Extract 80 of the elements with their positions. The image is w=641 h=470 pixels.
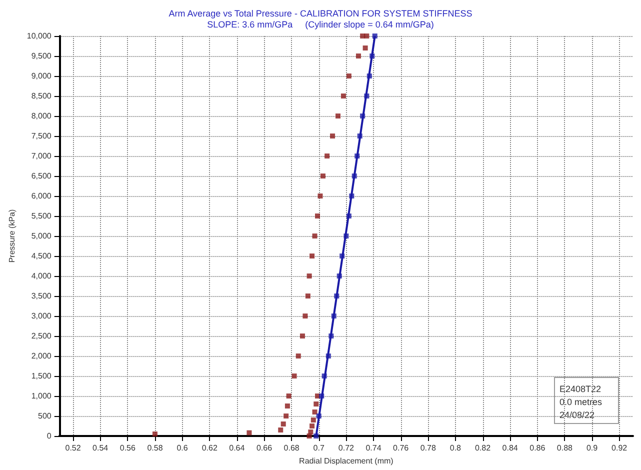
point	[330, 134, 336, 138]
x-tick-label: 0.92	[612, 444, 628, 452]
point	[286, 394, 292, 398]
y-tick-label: 2,000	[31, 352, 52, 360]
y-tick-label: 1,500	[31, 372, 52, 380]
x-tick-label: 0.64	[229, 444, 246, 452]
x-tick-label: 0.74	[366, 444, 382, 452]
point	[305, 294, 310, 298]
point	[364, 34, 370, 38]
point	[310, 418, 316, 422]
point	[310, 254, 315, 258]
y-tick-label: 7,000	[31, 152, 52, 160]
y-tick-label: 10,000	[26, 32, 52, 40]
x-axis-title: Radial Displacement (mm)	[299, 456, 394, 466]
x-tick-label: 0.78	[420, 444, 436, 452]
point	[284, 414, 289, 418]
y-tick-label: 500	[38, 412, 52, 420]
x-tick-label: 0.52	[65, 444, 82, 452]
chart-subtitle: SLOPE: 3.6 mm/GPa (Cylinder slope = 0.64 mm/GPa)	[207, 20, 434, 30]
annotation: 0.0 metres	[560, 397, 603, 407]
point	[312, 234, 318, 238]
x-tick-label: 0.68	[284, 444, 300, 452]
y-tick-label: 4,000	[31, 272, 52, 280]
point	[320, 174, 326, 178]
point	[300, 334, 305, 338]
point	[318, 194, 323, 198]
point	[310, 424, 315, 428]
x-tick-label: 0.82	[474, 444, 492, 452]
y-tick-label: 6,000	[31, 192, 52, 200]
x-tick-label: 0.66	[256, 444, 273, 452]
point	[314, 402, 319, 406]
chart-title: Arm Average vs Total Pressure - CALIBRATION FOR SYSTEM STIFFNESS	[168, 8, 472, 18]
y-tick-label: 3,500	[31, 292, 52, 300]
point	[306, 274, 312, 278]
x-tick-label: 0.7	[313, 444, 325, 452]
annotation: E2408T22	[560, 384, 602, 394]
x-tick-label: 0.9	[586, 444, 598, 452]
point	[284, 404, 290, 408]
x-tick-label: 0.76	[393, 444, 410, 452]
x-tick-label: 0.56	[120, 444, 136, 452]
point	[340, 94, 346, 98]
point	[302, 314, 308, 318]
point	[278, 428, 284, 432]
x-tick-label: 0.86	[530, 444, 546, 452]
point	[356, 54, 361, 58]
y-tick-label: 5,500	[31, 212, 52, 220]
point	[246, 430, 252, 436]
y-tick-label: 6,500	[31, 172, 52, 180]
y-tick-label: 5,000	[31, 232, 52, 240]
point	[324, 154, 330, 158]
x-tick-label: 0.58	[147, 444, 164, 452]
y-tick-label: 7,500	[31, 132, 52, 140]
annotation: 24/08/22	[560, 410, 595, 420]
x-tick-label: 0.84	[502, 444, 518, 452]
point	[296, 354, 301, 358]
y-tick-label: 2,500	[31, 332, 52, 340]
point	[346, 74, 352, 78]
x-tick-label: 0.88	[556, 444, 574, 452]
point	[308, 430, 314, 434]
point	[152, 432, 158, 436]
y-tick-label: 0	[46, 432, 52, 440]
point	[335, 114, 340, 118]
x-tick-label: 0.6	[176, 444, 188, 452]
point	[312, 410, 318, 414]
y-tick-label: 3,000	[31, 312, 52, 320]
point	[315, 214, 320, 218]
x-tick-label: 0.62	[202, 444, 218, 452]
point	[362, 46, 368, 50]
y-tick-label: 1,000	[31, 392, 52, 400]
y-tick-label: 8,500	[31, 92, 52, 100]
point	[292, 374, 297, 378]
y-tick-label: 9,000	[31, 72, 52, 80]
point	[280, 422, 286, 426]
y-tick-label: 4,500	[31, 252, 52, 260]
y-tick-label: 8,000	[31, 112, 52, 120]
x-tick-label: 0.54	[92, 444, 109, 452]
x-tick-label: 0.8	[450, 444, 462, 452]
y-tick-label: 9,500	[31, 52, 52, 60]
x-tick-label: 0.72	[338, 444, 355, 452]
y-axis-title: Pressure (kPa)	[8, 208, 16, 263]
